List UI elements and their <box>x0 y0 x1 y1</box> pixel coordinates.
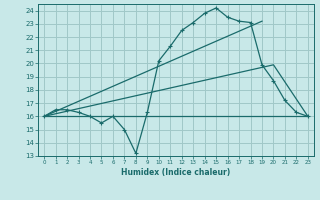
X-axis label: Humidex (Indice chaleur): Humidex (Indice chaleur) <box>121 168 231 177</box>
